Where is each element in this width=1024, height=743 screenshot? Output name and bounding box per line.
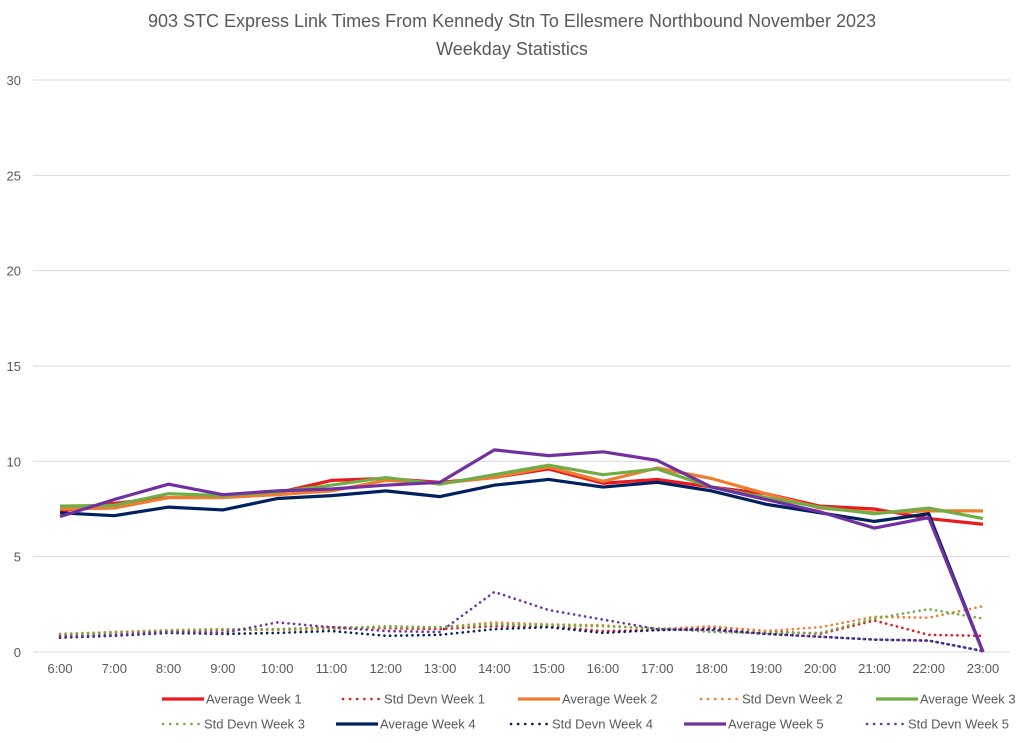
series-line-average-week-3 <box>59 463 984 521</box>
legend-label: Std Devn Week 4 <box>552 717 653 732</box>
series-line-average-week-5 <box>59 448 985 653</box>
x-tick-label: 22:00 <box>912 661 945 676</box>
legend-label: Average Week 1 <box>206 692 302 707</box>
legend-item: Std Devn Week 4 <box>509 717 653 732</box>
legend-label: Std Devn Week 1 <box>384 692 485 707</box>
legend-item: Std Devn Week 1 <box>341 692 485 707</box>
x-tick-label: 10:00 <box>261 661 294 676</box>
legend-item: Average Week 5 <box>684 717 824 732</box>
legend-item: Std Devn Week 3 <box>161 717 305 732</box>
x-tick-label: 12:00 <box>369 661 402 676</box>
legend-label: Average Week 4 <box>380 717 476 732</box>
y-tick-label: 10 <box>7 454 21 469</box>
x-tick-label: 13:00 <box>424 661 457 676</box>
x-tick-label: 8:00 <box>156 661 181 676</box>
series-lines <box>58 448 985 653</box>
y-tick-label: 25 <box>7 168 21 183</box>
legend-item: Average Week 3 <box>876 692 1016 707</box>
legend-label: Average Week 3 <box>920 692 1016 707</box>
legend: Average Week 1 Std Devn Week 1 Average Wee… <box>161 692 1016 732</box>
x-tick-label: 18:00 <box>695 661 728 676</box>
legend-label: Average Week 5 <box>728 717 824 732</box>
x-tick-label: 17:00 <box>641 661 674 676</box>
x-tick-label: 20:00 <box>804 661 837 676</box>
y-tick-label: 5 <box>14 550 21 565</box>
series-line-std-devn-week-3 <box>58 607 985 636</box>
legend-label: Std Devn Week 2 <box>742 692 843 707</box>
gridlines <box>33 79 1010 653</box>
legend-item: Average Week 2 <box>518 692 658 707</box>
chart-subtitle: Weekday Statistics <box>436 39 588 59</box>
x-tick-label: 9:00 <box>210 661 235 676</box>
series-line-std-devn-week-5 <box>58 590 985 653</box>
y-tick-label: 30 <box>7 73 21 88</box>
series-line-std-devn-week-1 <box>58 619 985 638</box>
legend-item: Std Devn Week 5 <box>865 717 1009 732</box>
x-tick-label: 7:00 <box>102 661 127 676</box>
y-axis-ticks: 0 5 10 15 20 25 30 <box>7 73 21 660</box>
x-tick-label: 6:00 <box>47 661 72 676</box>
series-line-std-devn-week-4 <box>58 625 985 653</box>
chart-title: 903 STC Express Link Times From Kennedy … <box>148 11 876 31</box>
y-tick-label: 15 <box>7 359 21 374</box>
x-tick-label: 23:00 <box>967 661 1000 676</box>
series-line-average-week-4 <box>59 477 985 653</box>
x-tick-label: 19:00 <box>750 661 783 676</box>
x-tick-label: 14:00 <box>478 661 511 676</box>
legend-item: Std Devn Week 2 <box>699 692 843 707</box>
legend-item: Average Week 4 <box>336 717 476 732</box>
legend-label: Std Devn Week 5 <box>908 717 1009 732</box>
y-tick-label: 20 <box>7 264 21 279</box>
legend-item: Average Week 1 <box>162 692 302 707</box>
x-tick-label: 16:00 <box>587 661 620 676</box>
legend-label: Std Devn Week 3 <box>204 717 305 732</box>
x-axis-ticks: 6:00 7:00 8:00 9:00 10:00 11:00 12:00 13:00 14:0… <box>47 661 999 676</box>
legend-label: Average Week 2 <box>562 692 658 707</box>
y-tick-label: 0 <box>14 645 21 660</box>
x-tick-label: 15:00 <box>532 661 565 676</box>
series-line-std-devn-week-2 <box>58 604 985 636</box>
x-tick-label: 11:00 <box>316 661 348 676</box>
x-tick-label: 21:00 <box>858 661 891 676</box>
